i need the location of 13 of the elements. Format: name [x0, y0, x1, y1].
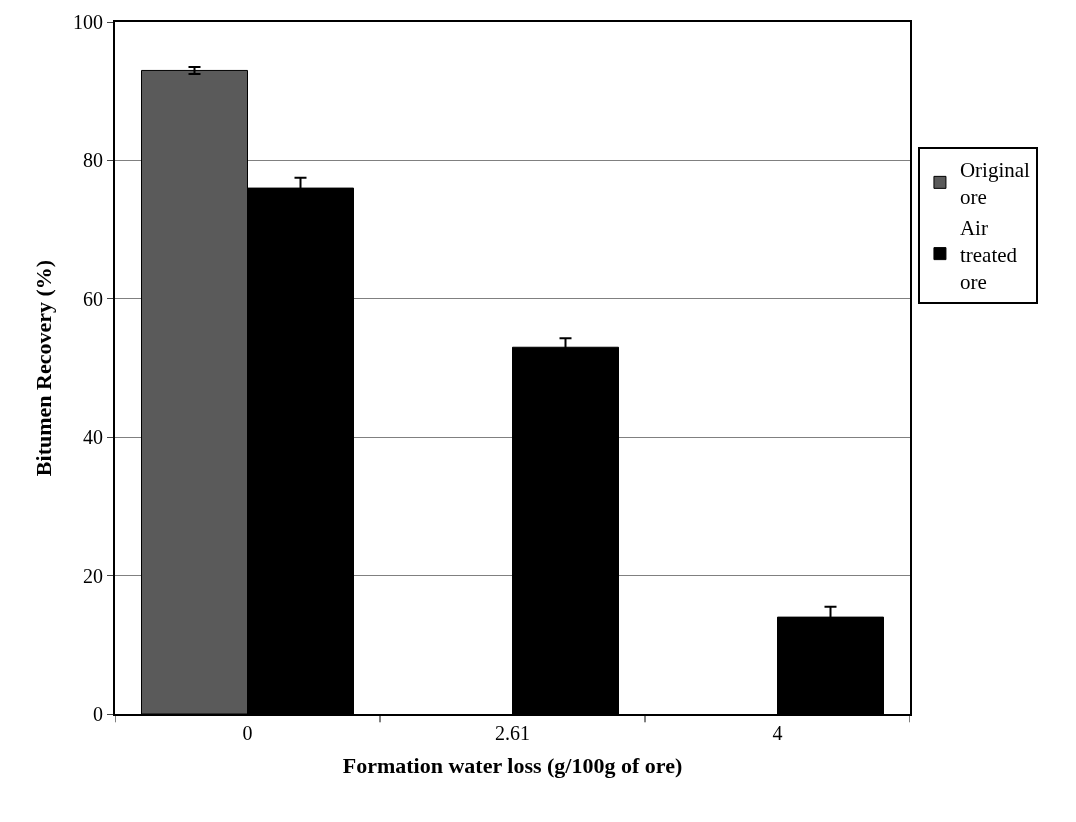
legend-label: Air treated ore: [959, 215, 1018, 295]
y-tick-label: 40: [83, 426, 103, 449]
legend-label: Original ore: [959, 157, 1031, 210]
x-tick-label: 0: [242, 722, 253, 744]
x-tick-label: 4: [772, 722, 783, 744]
y-tick-label: 80: [83, 149, 103, 172]
x-tick-label: 2.61: [495, 722, 530, 744]
y-tick-label: 60: [83, 287, 103, 310]
y-axis-title: Bitumen Recovery (%): [31, 259, 57, 477]
y-tick-label: 0: [93, 703, 103, 725]
y-tick-label: 20: [83, 564, 103, 587]
x-axis-title: Formation water loss (g/100g of ore): [342, 753, 683, 779]
y-tick-label: 100: [73, 11, 103, 33]
